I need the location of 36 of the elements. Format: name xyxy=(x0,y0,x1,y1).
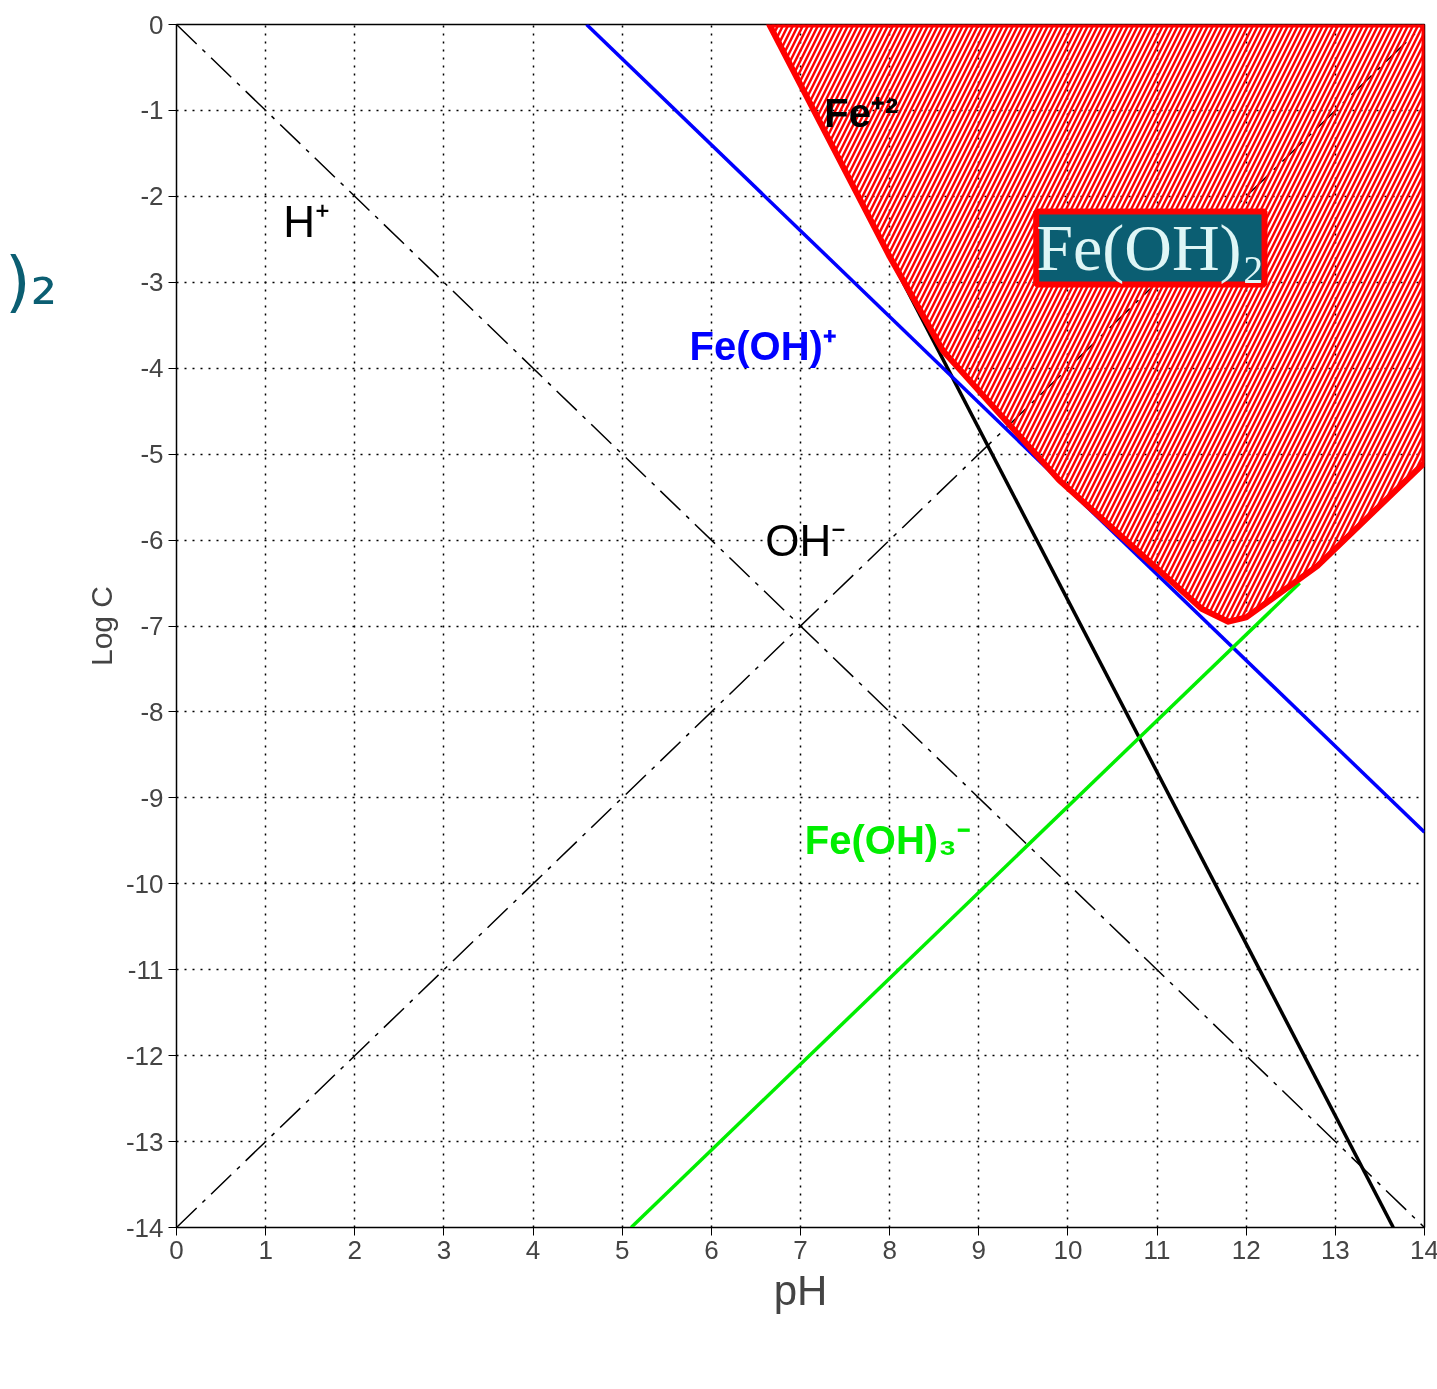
y-tick-label: -11 xyxy=(127,954,164,985)
y-tick-label: -10 xyxy=(125,868,164,899)
y-tick-label: -2 xyxy=(140,181,164,212)
x-axis-title: pH xyxy=(773,1266,828,1314)
y-tick-label: -12 xyxy=(125,1040,164,1071)
text: )₂ xyxy=(5,242,58,322)
y-tick-label: 0 xyxy=(149,9,164,40)
x-tick-label: 13 xyxy=(1320,1234,1350,1265)
y-tick-label: -1 xyxy=(140,95,164,126)
x-tick-label: 2 xyxy=(347,1234,363,1265)
y-tick-label: -7 xyxy=(140,611,164,641)
x-tick-label: 9 xyxy=(971,1234,987,1265)
x-tick-label: 5 xyxy=(614,1234,630,1265)
x-tick-label: 10 xyxy=(1053,1234,1083,1265)
x-tick-label: 0 xyxy=(169,1234,184,1265)
x-tick-label: 3 xyxy=(436,1234,452,1265)
x-tick-label: 6 xyxy=(704,1234,719,1265)
series-label: Fe(OH)₃⁻ xyxy=(804,818,971,863)
y-tick-label: -3 xyxy=(140,267,164,298)
y-tick-label: -9 xyxy=(140,782,164,813)
x-tick-label: 8 xyxy=(882,1234,897,1265)
y-tick-label: -4 xyxy=(140,353,164,384)
x-tick-label: 7 xyxy=(793,1234,808,1265)
y-tick-label: -8 xyxy=(140,696,164,727)
x-tick-label: 4 xyxy=(525,1234,541,1265)
y-axis-title: Log C xyxy=(84,585,118,667)
series-label: H⁺ xyxy=(283,197,331,247)
y-tick-label: -5 xyxy=(140,439,164,470)
y-tick-label: -14 xyxy=(125,1212,164,1243)
y-tick-label: -13 xyxy=(125,1126,164,1157)
x-tick-label: 1 xyxy=(258,1234,273,1265)
series-label: OH⁻ xyxy=(765,516,847,566)
x-tick-label: 12 xyxy=(1231,1234,1261,1265)
y-tick-label: -6 xyxy=(140,525,164,556)
series-label: Fe(OH)⁺ xyxy=(689,324,837,369)
x-tick-label: 11 xyxy=(1143,1234,1171,1265)
